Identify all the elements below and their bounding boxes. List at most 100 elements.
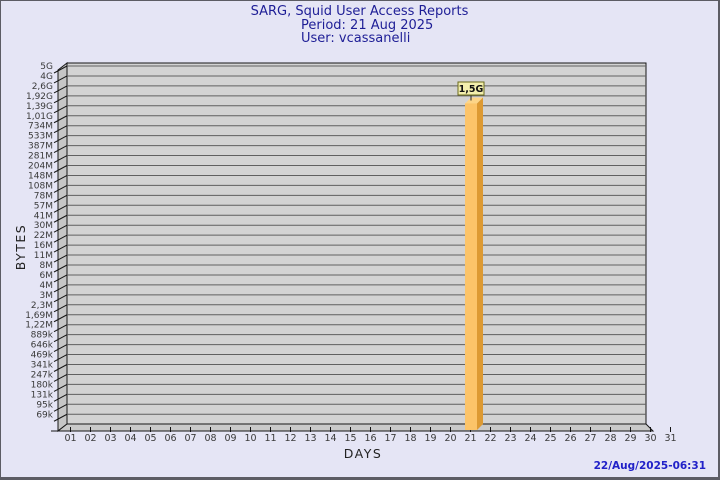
y-axis-tick-label: 1,01G xyxy=(26,112,53,122)
y-axis-tick xyxy=(53,115,68,124)
y-axis-tick xyxy=(53,175,68,183)
data-bar-side xyxy=(477,97,483,430)
y-axis-tick-label: 1,39G xyxy=(26,102,53,112)
x-axis-tick-label: 16 xyxy=(364,433,376,444)
y-axis-tick-label: 6M xyxy=(40,271,54,281)
y-axis-tick-label: 1,69M xyxy=(25,311,53,321)
y-axis-tick xyxy=(53,234,68,243)
chart-floor xyxy=(56,423,655,432)
y-axis-tick-label: 469k xyxy=(31,351,54,361)
y-axis-tick xyxy=(53,194,68,203)
y-axis-tick xyxy=(53,85,68,94)
x-axis-tick-label: 17 xyxy=(384,433,396,444)
x-axis-tick-label: 28 xyxy=(604,433,616,444)
x-axis-tick-label: 03 xyxy=(104,433,116,444)
y-axis-tick xyxy=(53,75,68,84)
y-axis-tick-label: 341k xyxy=(31,361,54,371)
y-axis-tick xyxy=(53,244,68,253)
x-axis-tick-label: 12 xyxy=(284,433,296,444)
x-axis-tick-label: 09 xyxy=(224,433,236,444)
y-axis-tick-label: 16M xyxy=(34,241,53,251)
x-axis-tick-label: 10 xyxy=(244,433,256,444)
y-axis-tick-label: 69k xyxy=(36,410,53,420)
y-axis-tick xyxy=(53,95,68,104)
y-axis-tick-label: 95k xyxy=(36,400,53,410)
y-axis-tick xyxy=(53,334,68,343)
x-axis-tick-label: 04 xyxy=(124,433,136,444)
y-axis-tick xyxy=(53,403,68,412)
y-axis-tick-label: 41M xyxy=(34,211,53,221)
x-axis-title: DAYS xyxy=(344,446,383,461)
x-axis-tick-label: 26 xyxy=(564,433,576,444)
x-axis-tick-label: 01 xyxy=(64,433,76,444)
y-axis-tick xyxy=(53,393,68,402)
x-axis-tick-label: 29 xyxy=(624,433,636,444)
y-axis-tick xyxy=(53,105,68,114)
y-axis-tick xyxy=(53,184,68,193)
y-axis-tick xyxy=(53,145,68,154)
y-axis-tick-label: 2,3M xyxy=(31,301,53,311)
y-axis-tick-label: 57M xyxy=(34,201,53,211)
chart-user: User: vcassanelli xyxy=(301,31,411,46)
y-axis-tick xyxy=(53,65,68,74)
y-axis-tick-label: 889k xyxy=(31,331,54,341)
y-axis-tick xyxy=(53,264,68,273)
y-axis-tick xyxy=(53,254,68,263)
chart-title: SARG, Squid User Access Reports xyxy=(250,4,469,19)
x-axis-tick-label: 11 xyxy=(264,433,276,444)
y-axis-tick-label: 247k xyxy=(31,370,54,380)
x-axis-tick-label: 02 xyxy=(84,433,96,444)
y-axis-tick xyxy=(53,204,68,213)
y-axis-tick xyxy=(53,383,68,392)
x-axis-tick-label: 27 xyxy=(584,433,596,444)
y-axis-tick-label: 30M xyxy=(34,221,53,231)
chart-subtitles: Period: 21 Aug 2025 User: vcassanelli xyxy=(301,18,433,46)
y-axis-tick xyxy=(53,344,68,353)
y-axis-tick xyxy=(53,214,68,223)
x-axis-tick-label: 24 xyxy=(524,433,536,444)
bar-value-label: 1,5G xyxy=(459,84,484,95)
x-axis-tick-label: 22 xyxy=(484,433,496,444)
y-axis-tick-label: 22M xyxy=(34,231,53,241)
data-bar xyxy=(465,103,477,430)
y-axis-tick xyxy=(53,155,68,163)
y-axis-tick-label: 148M xyxy=(28,171,53,181)
y-axis-tick xyxy=(53,274,68,283)
x-axis-tick-label: 06 xyxy=(164,433,176,444)
x-axis-tick-label: 05 xyxy=(144,433,156,444)
y-axis-tick-label: 78M xyxy=(34,191,53,201)
y-axis-tick-label: 4G xyxy=(40,72,53,82)
y-axis-tick-label: 281M xyxy=(28,152,53,162)
y-axis-tick xyxy=(53,294,68,303)
x-axis-tick-label: 25 xyxy=(544,433,556,444)
y-axis-tick xyxy=(53,413,68,422)
y-axis-tick xyxy=(53,165,68,173)
y-axis-tick-label: 8M xyxy=(40,261,54,271)
y-axis-tick-label: 131k xyxy=(31,390,54,400)
y-axis-tick xyxy=(53,374,68,382)
y-axis-tick xyxy=(53,364,68,372)
y-axis-tick xyxy=(53,354,68,362)
x-axis-tick-label: 31 xyxy=(664,433,676,444)
x-axis-tick-label: 14 xyxy=(324,433,336,444)
y-axis-tick-label: 4M xyxy=(40,281,54,291)
x-axis-tick-label: 08 xyxy=(204,433,216,444)
x-axis-tick-label: 20 xyxy=(444,433,456,444)
y-axis-tick xyxy=(53,324,68,333)
y-axis-tick xyxy=(53,284,68,293)
value-callout-box xyxy=(457,81,485,96)
y-axis-tick-label: 734M xyxy=(28,122,53,132)
y-axis-tick-label: 1,92G xyxy=(26,92,53,102)
x-axis-tick-label: 19 xyxy=(424,433,436,444)
y-axis-tick-label: 533M xyxy=(28,132,53,142)
y-axis-tick-label: 1,22M xyxy=(25,321,53,331)
x-axis-tick-label: 15 xyxy=(344,433,356,444)
y-axis-tick-label: 387M xyxy=(28,142,53,152)
y-axis-tick-label: 108M xyxy=(28,181,53,191)
y-axis-tick-label: 3M xyxy=(40,291,54,301)
y-axis-tick xyxy=(53,224,68,233)
x-axis-tick-label: 30 xyxy=(644,433,656,444)
